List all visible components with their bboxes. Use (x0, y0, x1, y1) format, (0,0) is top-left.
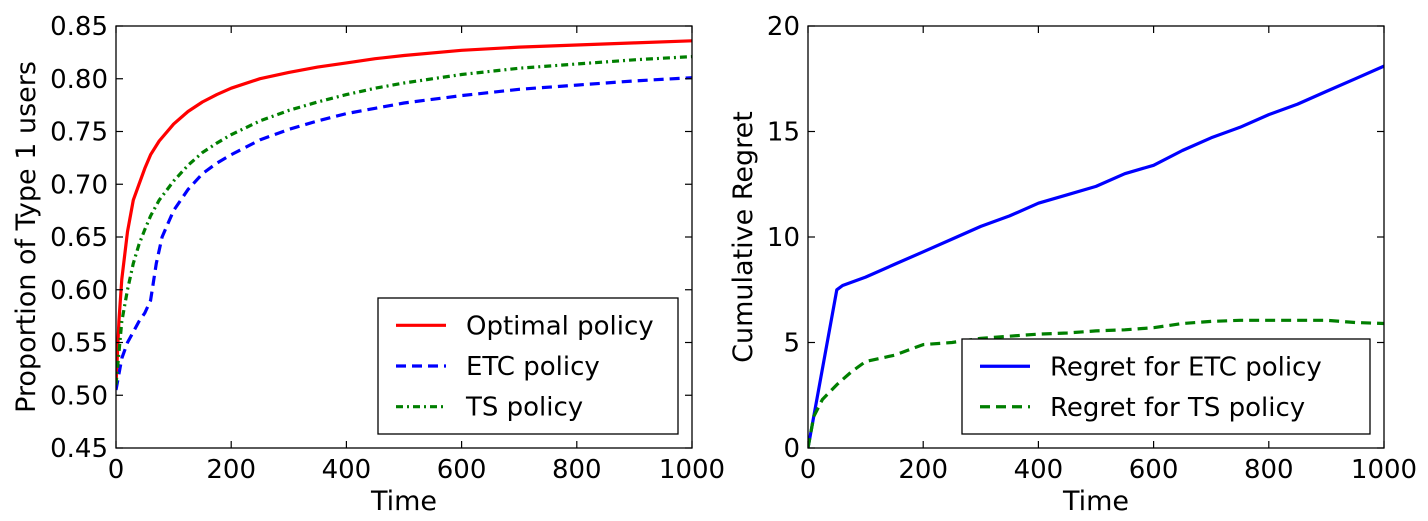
series-line-1 (808, 64, 1384, 448)
legend-label-2: ETC policy (466, 352, 600, 382)
x-tick-label: 1000 (659, 455, 725, 485)
x-tick-label: 800 (1244, 455, 1294, 485)
y-axis-label: Cumulative Regret (728, 111, 759, 363)
y-tick-label: 0.55 (50, 329, 108, 359)
series-line-3 (116, 55, 692, 385)
x-axis-label: Time (370, 486, 437, 517)
legend-box (961, 338, 1371, 435)
chart-1: 0 200 400 600 800 1000 0.45 0.50 0.55 0.60 0.65 0.7… (11, 12, 725, 517)
x-tick-label: 200 (206, 455, 256, 485)
y-tick-label: 0.85 (50, 12, 108, 42)
legend-label-1: Regret for ETC policy (1050, 352, 1322, 382)
y-tick-label: 20 (767, 12, 800, 42)
legend: Optimal policy ETC policy TS policy (377, 297, 679, 435)
y-tick-label: 0.50 (50, 381, 108, 411)
legend-label-2: Regret for TS policy (1050, 393, 1305, 423)
legend-label-1: Optimal policy (466, 311, 654, 341)
legend-box (377, 297, 679, 435)
x-tick-label: 600 (1129, 455, 1179, 485)
y-tick-label: 0.60 (50, 276, 108, 306)
x-tick-label: 600 (437, 455, 487, 485)
y-tick-label: 5 (783, 329, 800, 359)
y-axis-label: Proportion of Type 1 users (11, 61, 42, 413)
y-tick-label: 0 (783, 434, 800, 464)
x-axis-label: Time (1062, 486, 1129, 517)
x-tick-label: 0 (108, 455, 125, 485)
x-tick-label: 400 (322, 455, 372, 485)
chart-2: 0 200 400 600 800 1000 0 5 10 15 20 Time Cumulative … (728, 12, 1417, 517)
y-tick-label: 0.45 (50, 434, 108, 464)
y-tick-label: 15 (767, 118, 800, 148)
series-line-1 (116, 39, 692, 385)
legend: Regret for ETC policy Regret for TS polic… (961, 338, 1371, 435)
x-tick-label: 400 (1014, 455, 1064, 485)
y-tick-label: 0.75 (50, 118, 108, 148)
y-tick-label: 0.80 (50, 65, 108, 95)
x-tick-label: 1000 (1351, 455, 1417, 485)
y-tick-label: 10 (767, 223, 800, 253)
y-tick-label: 0.70 (50, 170, 108, 200)
y-tick-label: 0.65 (50, 223, 108, 253)
x-tick-label: 200 (898, 455, 948, 485)
legend-label-3: TS policy (465, 393, 583, 423)
series-line-2 (116, 76, 692, 391)
series-line-2 (808, 318, 1384, 448)
x-tick-label: 800 (552, 455, 602, 485)
x-tick-label: 0 (800, 455, 817, 485)
